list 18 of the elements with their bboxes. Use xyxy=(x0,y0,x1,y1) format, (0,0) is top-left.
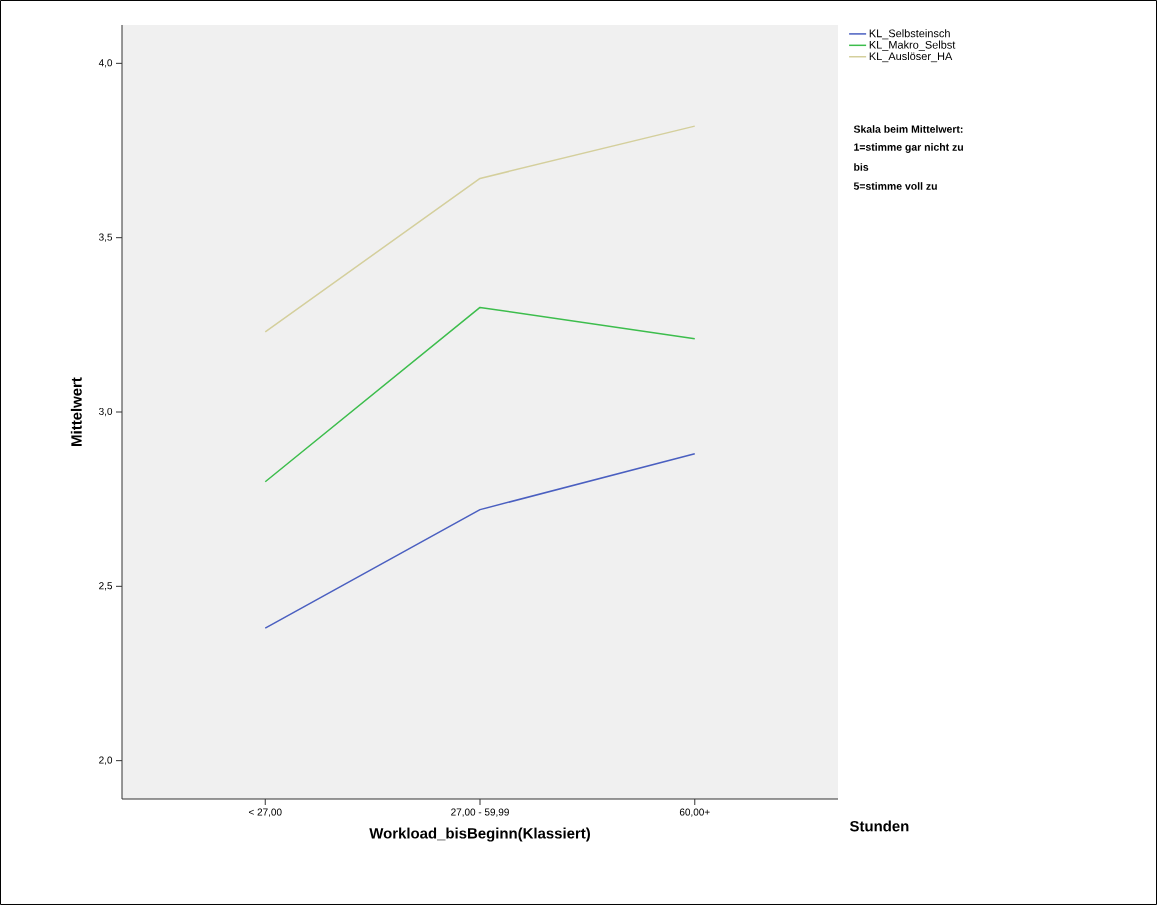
legend-label: KL_Auslöser_HA xyxy=(869,52,953,63)
x-tick-label: 27,00 - 59,99 xyxy=(451,808,509,817)
text: Skala beim Mittelwert: xyxy=(853,125,963,133)
y-tick-label: 3,5 xyxy=(99,233,113,242)
x-axis-title: Workload_bisBeginn(Klassiert) xyxy=(369,827,590,842)
y-tick-label: 2,0 xyxy=(99,756,113,765)
text: 5=stimme voll zu xyxy=(853,182,937,190)
x-tick-label: 60,00+ xyxy=(679,808,710,817)
legend-label: KL_Selbsteinsch xyxy=(869,29,950,40)
x-tick-label: < 27,00 xyxy=(248,808,282,817)
legend-label: KL_Makro_Selbst xyxy=(869,40,956,51)
y-axis-title: Mittelwert xyxy=(70,377,82,446)
y-tick-label: 4,0 xyxy=(98,59,113,68)
text: 1=stimme gar nicht zu xyxy=(854,143,963,153)
text: Stunden xyxy=(849,820,909,832)
y-tick-label: 2,5 xyxy=(99,582,113,591)
y-tick-label: 3,0 xyxy=(99,407,113,417)
text: bis xyxy=(854,163,869,171)
